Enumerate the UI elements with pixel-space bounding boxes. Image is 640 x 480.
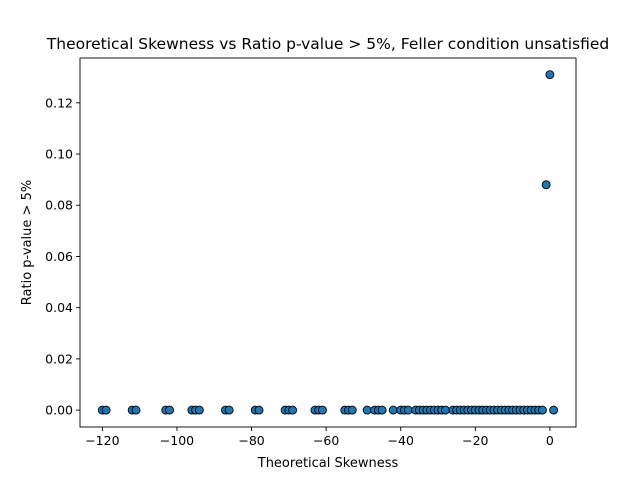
- y-tick-label: 0.08: [45, 198, 73, 213]
- data-point: [165, 405, 174, 415]
- data-point: [224, 405, 234, 415]
- y-tick-label: 0.06: [45, 249, 73, 264]
- x-axis: −120 −100 −80 −60 −40 −20 0: [85, 427, 554, 448]
- y-axis-label: Ratio p-value > 5%: [20, 180, 35, 305]
- x-tick-label: −80: [238, 433, 264, 448]
- data-point: [288, 405, 298, 415]
- data-point: [362, 405, 372, 415]
- x-tick-label: −20: [462, 433, 488, 448]
- axes-frame: [79, 57, 577, 428]
- x-tick-label: −100: [160, 433, 194, 448]
- axes-background: [80, 58, 576, 427]
- x-tick-label: −40: [388, 433, 414, 448]
- data-point: [194, 405, 204, 415]
- data-point: [541, 180, 551, 190]
- y-tick-label: 0.02: [45, 351, 73, 366]
- data-points: [97, 70, 559, 415]
- y-tick-label: 0.00: [45, 403, 73, 418]
- data-point: [101, 405, 111, 415]
- data-point: [388, 405, 398, 415]
- y-axis: 0.00 0.02 0.04 0.06 0.08 0.10 0.12: [45, 95, 80, 418]
- data-point: [317, 405, 327, 415]
- data-point: [549, 405, 559, 415]
- y-tick-label: 0.10: [45, 147, 73, 162]
- chart-title: Theoretical Skewness vs Ratio p-value > …: [46, 35, 609, 53]
- data-point: [545, 70, 555, 80]
- x-tick-label: −120: [85, 433, 119, 448]
- y-tick-label: 0.12: [45, 95, 73, 110]
- x-axis-label: Theoretical Skewness: [257, 456, 399, 471]
- data-point: [441, 405, 450, 415]
- data-point: [377, 405, 387, 415]
- plot-area: [80, 58, 576, 427]
- y-tick-label: 0.04: [45, 300, 73, 315]
- x-tick-label: −60: [313, 433, 339, 448]
- x-tick-label: 0: [546, 433, 554, 448]
- data-point: [254, 405, 264, 415]
- data-point: [537, 405, 547, 415]
- data-point: [131, 405, 141, 415]
- data-point: [403, 405, 413, 415]
- data-point: [347, 405, 357, 415]
